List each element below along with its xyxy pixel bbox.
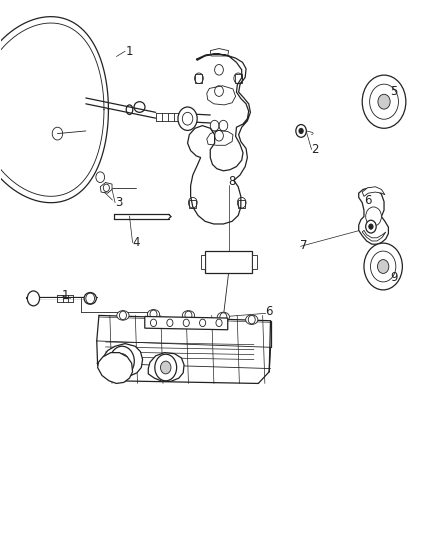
Circle shape [378,94,390,109]
Circle shape [364,243,403,290]
Ellipse shape [217,312,230,322]
Polygon shape [148,353,184,381]
Polygon shape [359,188,389,244]
Text: 6: 6 [265,305,273,318]
Text: 7: 7 [300,239,308,252]
Circle shape [366,220,376,233]
Circle shape [248,316,255,324]
Text: 2: 2 [311,143,319,156]
Circle shape [183,319,189,327]
Circle shape [200,319,206,327]
Circle shape [220,313,227,321]
Circle shape [120,311,127,320]
Circle shape [299,128,303,134]
Circle shape [160,361,171,374]
Circle shape [216,319,222,327]
Circle shape [178,107,197,131]
Circle shape [369,224,373,229]
Circle shape [185,311,192,320]
Text: 8: 8 [228,175,236,188]
Polygon shape [205,251,252,273]
Ellipse shape [246,315,258,325]
Ellipse shape [84,293,96,304]
Polygon shape [201,255,205,269]
Polygon shape [252,255,257,269]
Circle shape [150,310,157,319]
Polygon shape [362,187,385,196]
Polygon shape [145,317,228,330]
Polygon shape [102,344,143,375]
Circle shape [167,319,173,327]
Circle shape [296,125,306,138]
Circle shape [150,319,156,327]
Circle shape [155,354,177,381]
Circle shape [366,207,381,226]
Text: 3: 3 [115,196,122,209]
Text: 1: 1 [62,289,69,302]
Polygon shape [362,230,386,241]
Circle shape [370,84,399,119]
Circle shape [116,354,128,368]
Circle shape [362,75,406,128]
Polygon shape [98,353,133,383]
Circle shape [27,291,39,306]
Text: 9: 9 [390,271,397,284]
Text: 4: 4 [132,236,140,249]
Ellipse shape [117,311,129,320]
Circle shape [371,251,396,282]
Text: 1: 1 [126,45,133,58]
Text: 6: 6 [364,193,371,207]
Text: 5: 5 [390,85,397,98]
Ellipse shape [148,310,159,319]
Circle shape [110,346,134,376]
Circle shape [378,260,389,273]
Ellipse shape [182,311,194,320]
